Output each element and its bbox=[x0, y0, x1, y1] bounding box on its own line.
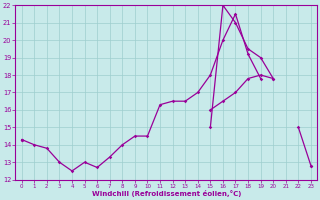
X-axis label: Windchill (Refroidissement éolien,°C): Windchill (Refroidissement éolien,°C) bbox=[92, 190, 241, 197]
